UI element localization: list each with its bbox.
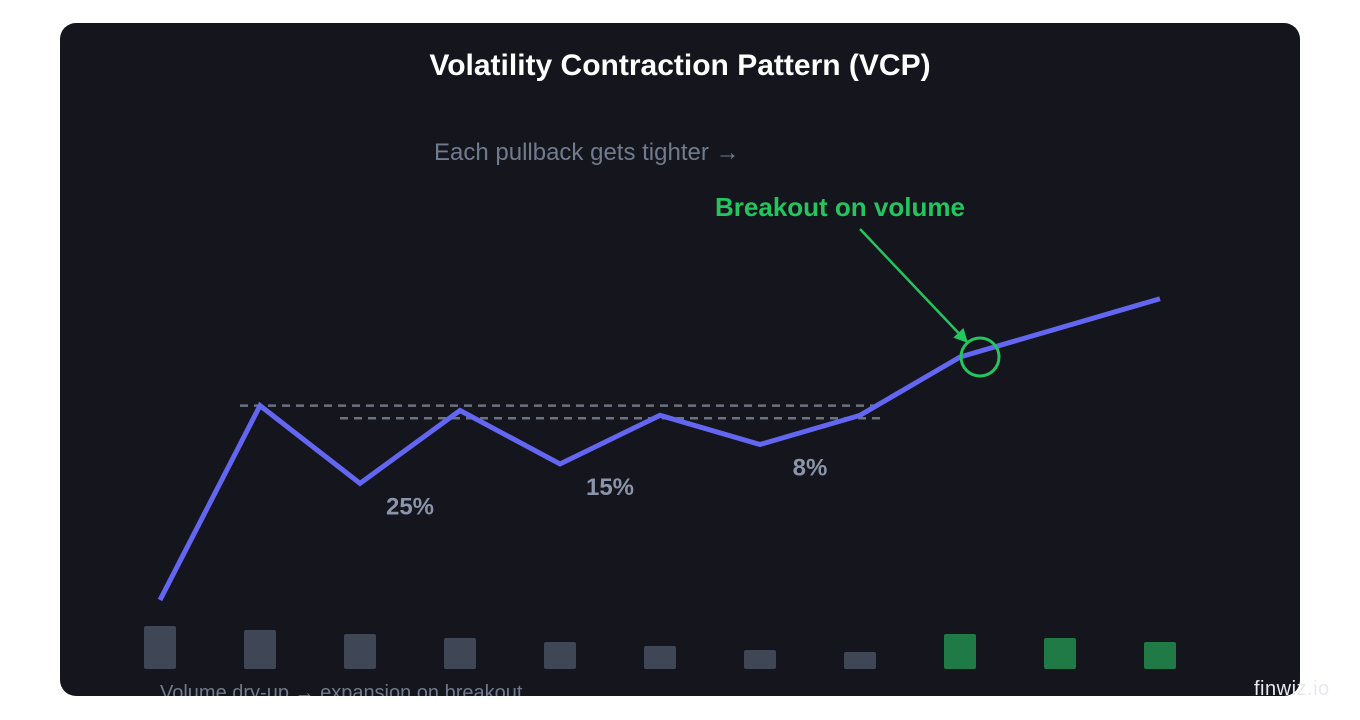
volume-bar-10 [1044, 638, 1076, 669]
volume-bar-9 [944, 634, 976, 669]
volume-bar-6 [644, 646, 676, 669]
volume-bar-7 [744, 650, 776, 669]
price-line [157, 296, 1161, 602]
breakout-label: Breakout on volume [715, 192, 965, 222]
volume-caption: Volume dry-up → expansion on breakout [160, 682, 523, 696]
watermark: finwiz.io [1254, 678, 1330, 700]
volume-bar-1 [144, 626, 176, 669]
chart-subtitle: Each pullback gets tighter → [434, 139, 740, 166]
contraction-label-2: 15% [586, 474, 634, 501]
volume-bar-2 [244, 630, 276, 669]
contraction-labels: 25% 15% 8% [386, 455, 827, 521]
volume-bar-8 [844, 652, 876, 669]
price-line-layer [157, 296, 1161, 602]
chart-card: Volatility Contraction Pattern (VCP) Eac… [60, 23, 1300, 696]
resistance-lines [240, 404, 880, 420]
volume-bars [144, 626, 1176, 669]
breakout-arrow [859, 228, 969, 344]
contraction-label-3: 8% [793, 455, 828, 482]
volume-bar-11 [1144, 642, 1176, 669]
vcp-chart: Volatility Contraction Pattern (VCP) Eac… [144, 49, 1176, 696]
chart-title: Volatility Contraction Pattern (VCP) [429, 49, 930, 82]
volume-bar-5 [544, 642, 576, 669]
contraction-label-1: 25% [386, 493, 434, 520]
volume-bar-4 [444, 638, 476, 669]
volume-bar-3 [344, 634, 376, 669]
breakout-annotation: Breakout on volume [715, 192, 1001, 378]
breakout-arrowhead [953, 328, 968, 344]
breakout-circle [959, 336, 1001, 378]
